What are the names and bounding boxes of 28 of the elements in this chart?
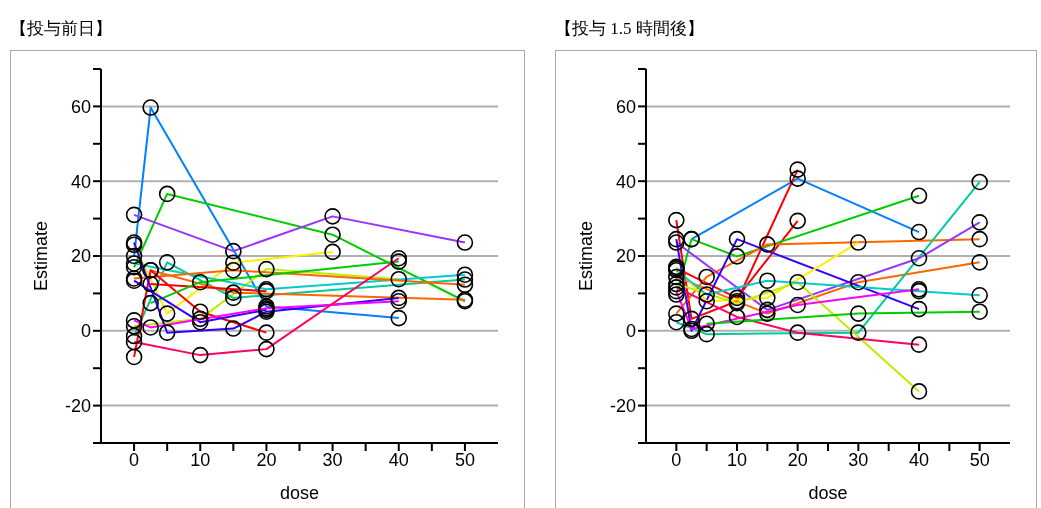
x-tick-label: 10 bbox=[190, 449, 211, 470]
y-tick-label: 60 bbox=[615, 96, 636, 117]
y-axis-title: Estimate bbox=[31, 220, 52, 292]
y-tick-label: 0 bbox=[625, 321, 636, 342]
y-tick-label: 20 bbox=[70, 246, 91, 267]
y-axis-title: Estimate bbox=[576, 220, 597, 292]
x-tick-label: 40 bbox=[388, 449, 409, 470]
y-tick-label: -20 bbox=[64, 395, 91, 416]
y-tick-label: 60 bbox=[70, 96, 91, 117]
x-axis-title: dose bbox=[808, 483, 848, 503]
y-tick-label: 40 bbox=[70, 171, 91, 192]
x-tick-label: 40 bbox=[908, 449, 930, 470]
y-tick-label: 40 bbox=[615, 171, 636, 192]
x-tick-label: 30 bbox=[322, 449, 343, 470]
y-tick-label: -20 bbox=[609, 395, 636, 416]
x-tick-label: 50 bbox=[454, 449, 475, 470]
x-tick-label: 0 bbox=[671, 449, 682, 470]
y-tick-label: 20 bbox=[615, 246, 636, 267]
y-tick-label: 0 bbox=[80, 321, 91, 342]
chart-title: 【投与 1.5 時間後】 bbox=[555, 18, 705, 40]
x-axis-title: dose bbox=[279, 483, 320, 503]
x-tick-label: 20 bbox=[787, 449, 808, 470]
chart-title: 【投与前日】 bbox=[10, 18, 113, 40]
x-tick-label: 30 bbox=[848, 449, 869, 470]
x-tick-label: 50 bbox=[969, 449, 990, 470]
x-tick-label: 20 bbox=[256, 449, 277, 470]
x-tick-label: 0 bbox=[129, 449, 140, 470]
x-tick-label: 10 bbox=[726, 449, 748, 470]
